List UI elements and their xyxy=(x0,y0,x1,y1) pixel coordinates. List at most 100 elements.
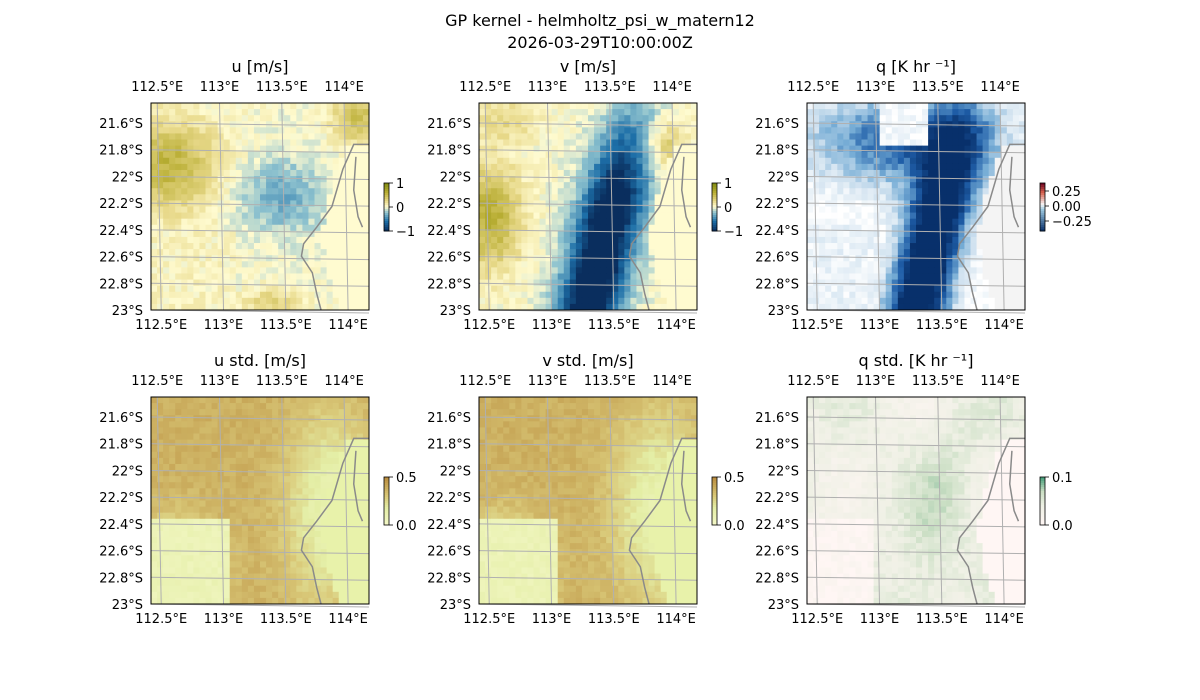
heatmap-cell xyxy=(873,218,881,226)
heatmap-cell xyxy=(290,115,297,122)
heatmap-cell xyxy=(241,579,249,587)
heatmap-cell xyxy=(491,249,498,256)
heatmap-cell xyxy=(666,157,674,165)
heatmap-cell xyxy=(527,103,534,110)
heatmap-cell xyxy=(509,285,516,293)
heatmap-cell xyxy=(976,279,984,287)
heatmap-cell xyxy=(952,218,959,226)
heatmap-cell xyxy=(642,303,649,311)
heatmap-cell xyxy=(235,403,243,410)
heatmap-cell xyxy=(344,518,352,526)
heatmap-cell xyxy=(169,157,176,165)
heatmap-cell xyxy=(241,397,249,404)
heatmap-cell xyxy=(362,476,370,483)
heatmap-cell xyxy=(612,218,619,226)
heatmap-cell xyxy=(1018,163,1026,171)
heatmap-cell xyxy=(169,397,176,404)
heatmap-cell xyxy=(362,421,370,428)
heatmap-cell xyxy=(187,133,194,140)
heatmap-cell xyxy=(223,236,231,244)
heatmap-cell xyxy=(503,212,510,220)
heatmap-cell xyxy=(350,555,358,562)
heatmap-cell xyxy=(684,121,692,128)
heatmap-cell xyxy=(320,224,328,232)
heatmap-cell xyxy=(260,200,267,207)
heatmap-cell xyxy=(479,139,486,147)
heatmap-cell xyxy=(338,285,346,293)
heatmap-cell xyxy=(569,291,577,299)
map-panel: v [m/s]112.5°E112.5°E113°E113°E113.5°E11… xyxy=(427,57,743,333)
heatmap-cell xyxy=(575,224,583,232)
heatmap-cell xyxy=(867,163,875,171)
heatmap-cell xyxy=(169,182,176,189)
heatmap-cell xyxy=(247,176,255,183)
heatmap-cell xyxy=(344,500,352,507)
heatmap-cell xyxy=(338,139,346,147)
heatmap-cell xyxy=(1012,188,1020,195)
heatmap-cell xyxy=(1018,133,1026,140)
heatmap-cell xyxy=(964,243,971,250)
heatmap-cell xyxy=(958,169,965,177)
heatmap-cell xyxy=(181,285,188,293)
heatmap-cell xyxy=(1006,200,1014,207)
heatmap-cell xyxy=(666,218,674,226)
heatmap-cell xyxy=(666,261,674,268)
heatmap-cell xyxy=(163,243,170,250)
heatmap-cell xyxy=(940,285,947,293)
heatmap-cell xyxy=(362,188,370,195)
heatmap-cell xyxy=(515,236,522,244)
heatmap-cell xyxy=(163,530,170,538)
heatmap-cell xyxy=(897,218,905,226)
heatmap-cell xyxy=(205,512,212,520)
heatmap-cell xyxy=(485,169,492,177)
heatmap-cell xyxy=(666,163,674,171)
heatmap-cell xyxy=(284,482,291,489)
heatmap-cell xyxy=(837,249,844,256)
heatmap-cell xyxy=(169,151,176,159)
heatmap-cell xyxy=(290,279,297,287)
heatmap-cell xyxy=(344,255,352,262)
colorbar-segment xyxy=(1040,223,1045,226)
heatmap-cell xyxy=(594,230,601,238)
heatmap-cell xyxy=(575,285,583,293)
heatmap-cell xyxy=(284,200,291,207)
heatmap-cell xyxy=(545,218,553,226)
heatmap-cell xyxy=(181,279,188,287)
heatmap-cell xyxy=(253,463,261,471)
heatmap-cell xyxy=(521,303,528,311)
heatmap-cell xyxy=(193,463,200,471)
heatmap-cell xyxy=(187,543,194,550)
coastline xyxy=(956,143,1025,311)
heatmap-cell xyxy=(527,163,534,171)
heatmap-cell xyxy=(338,439,346,447)
colorbar-segment xyxy=(1040,201,1045,204)
heatmap-cell xyxy=(569,127,577,134)
heatmap-cell xyxy=(557,303,565,311)
heatmap-cell xyxy=(831,267,838,274)
heatmap-cell xyxy=(497,145,504,153)
heatmap-cell xyxy=(1012,243,1020,250)
heatmap-cell xyxy=(260,163,267,171)
heatmap-cell xyxy=(356,573,364,581)
heatmap-cell xyxy=(684,194,692,201)
heatmap-cell xyxy=(302,421,309,428)
heatmap-cell xyxy=(940,145,947,153)
heatmap-cell xyxy=(362,157,370,165)
heatmap-cell xyxy=(187,291,194,299)
heatmap-cell xyxy=(187,500,194,507)
heatmap-cell xyxy=(260,561,267,568)
heatmap-cell xyxy=(1012,109,1020,116)
heatmap-cell xyxy=(229,524,237,532)
x-tick-label-top: 113°E xyxy=(856,80,896,95)
heatmap-cell xyxy=(151,121,158,128)
heatmap-cell xyxy=(266,439,273,447)
heatmap-cell xyxy=(690,230,698,238)
heatmap-cell xyxy=(885,115,893,122)
heatmap-cell xyxy=(940,139,947,147)
heatmap-cell xyxy=(606,224,613,232)
heatmap-cell xyxy=(350,145,358,153)
heatmap-cell xyxy=(326,573,334,581)
heatmap-cell xyxy=(241,109,249,116)
heatmap-cell xyxy=(157,463,164,471)
heatmap-cell xyxy=(479,145,486,153)
